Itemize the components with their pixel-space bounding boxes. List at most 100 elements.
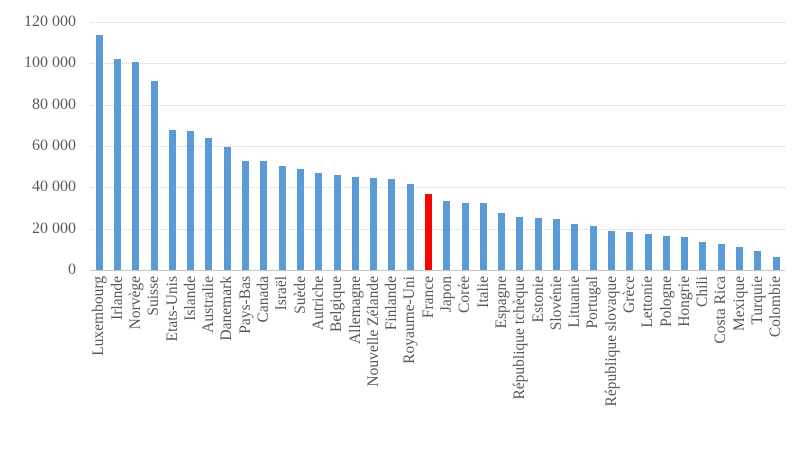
bar	[553, 218, 561, 270]
x-category-label: Etats-Unis	[163, 276, 181, 342]
bar-cell	[621, 22, 639, 270]
x-category-label: Slovénie	[547, 276, 565, 331]
bar-cell	[529, 22, 547, 270]
bar	[443, 200, 451, 270]
x-label-cell: Australie	[200, 276, 218, 446]
x-label-cell: Pays-Bas	[236, 276, 254, 446]
y-tick-label: 40 000	[32, 178, 76, 196]
bar	[333, 175, 341, 270]
bar	[534, 218, 542, 270]
bar-cell	[200, 22, 218, 270]
x-axis: Luxembourg Irlande Norvège Suisse Etats-Unis…	[90, 276, 785, 446]
bar-cell	[291, 22, 309, 270]
x-label-cell: Finlande	[383, 276, 401, 446]
bar	[571, 223, 579, 270]
x-label-cell: Belgique	[328, 276, 346, 446]
bar	[498, 212, 506, 270]
bars	[90, 22, 785, 270]
x-label-cell: Espagne	[493, 276, 511, 446]
bar	[516, 216, 524, 270]
gridline	[90, 187, 785, 189]
bar	[132, 61, 140, 270]
bar-cell	[145, 22, 163, 270]
bar	[644, 233, 652, 270]
x-label-cell: Suisse	[145, 276, 163, 446]
x-label-cell: République slovaque	[602, 276, 620, 446]
bar	[754, 250, 762, 270]
bar-cell	[181, 22, 199, 270]
bar	[717, 244, 725, 270]
x-label-cell: Pologne	[657, 276, 675, 446]
x-category-label: Turquie	[749, 276, 767, 325]
bar-cell	[255, 22, 273, 270]
bar-cell	[584, 22, 602, 270]
x-label-cell: Norvège	[127, 276, 145, 446]
bar	[113, 58, 121, 270]
bar-cell	[730, 22, 748, 270]
x-label-cell: Grèce	[621, 276, 639, 446]
bar	[681, 236, 689, 270]
x-category-label: Espagne	[492, 276, 510, 329]
bar-cell	[401, 22, 419, 270]
x-category-label: Nouvelle Zélande	[364, 276, 382, 387]
x-category-label: Costa Rica	[712, 276, 730, 344]
bar	[205, 137, 213, 270]
x-label-cell: Islande	[181, 276, 199, 446]
bar	[699, 241, 707, 270]
x-category-label: Autriche	[309, 276, 327, 331]
x-label-cell: Canada	[255, 276, 273, 446]
x-label-cell: Etats-Unis	[163, 276, 181, 446]
bar-cell	[456, 22, 474, 270]
x-label-cell: Lituanie	[566, 276, 584, 446]
x-category-label: Irlande	[108, 276, 126, 320]
x-category-label: Pologne	[657, 276, 675, 327]
x-label-cell: Danemark	[218, 276, 236, 446]
bar	[242, 161, 250, 270]
bar-cell	[364, 22, 382, 270]
x-category-label: Royaume-Uni	[401, 276, 419, 364]
x-category-label: Italie	[474, 276, 492, 308]
bar	[95, 35, 103, 270]
x-label-cell: Chili	[694, 276, 712, 446]
x-label-cell: Royaume-Uni	[401, 276, 419, 446]
bar-cell	[328, 22, 346, 270]
x-label-cell: Hongrie	[676, 276, 694, 446]
bar-cell	[383, 22, 401, 270]
y-tick-label: 80 000	[32, 95, 76, 113]
x-category-label: Canada	[255, 276, 273, 323]
bar	[461, 202, 469, 270]
x-label-cell: Luxembourg	[90, 276, 108, 446]
x-category-label: Australie	[200, 276, 218, 333]
bar	[260, 161, 268, 270]
bar	[736, 247, 744, 270]
x-category-label: Luxembourg	[90, 276, 108, 356]
y-tick-label: 60 000	[32, 137, 76, 154]
x-label-cell: Portugal	[584, 276, 602, 446]
x-label-cell: Colombie	[767, 276, 785, 446]
x-category-label: Suède	[291, 276, 309, 314]
gridline	[90, 63, 785, 65]
gridline	[90, 146, 785, 147]
x-label-cell: Costa Rica	[712, 276, 730, 446]
x-category-label: Belgique	[328, 276, 346, 332]
x-category-label: Lituanie	[566, 276, 584, 328]
bar-cell	[657, 22, 675, 270]
bar	[607, 230, 615, 270]
bar-cell	[547, 22, 565, 270]
y-axis: 120 000 100 000 80 000 60 000 40 000 20 000 0	[0, 14, 76, 278]
gridline	[90, 104, 785, 106]
bar	[589, 226, 597, 270]
x-label-cell: Corée	[456, 276, 474, 446]
x-label-cell: France	[419, 276, 437, 446]
bar-cell	[127, 22, 145, 270]
plot-area	[90, 22, 785, 271]
y-tick-label: 0	[68, 261, 76, 278]
x-label-cell: Suède	[291, 276, 309, 446]
x-category-label: Estonie	[529, 276, 547, 323]
x-label-cell: Slovénie	[547, 276, 565, 446]
gridline	[90, 228, 785, 230]
bar-cell	[474, 22, 492, 270]
bar	[150, 80, 158, 270]
bar	[296, 168, 304, 270]
